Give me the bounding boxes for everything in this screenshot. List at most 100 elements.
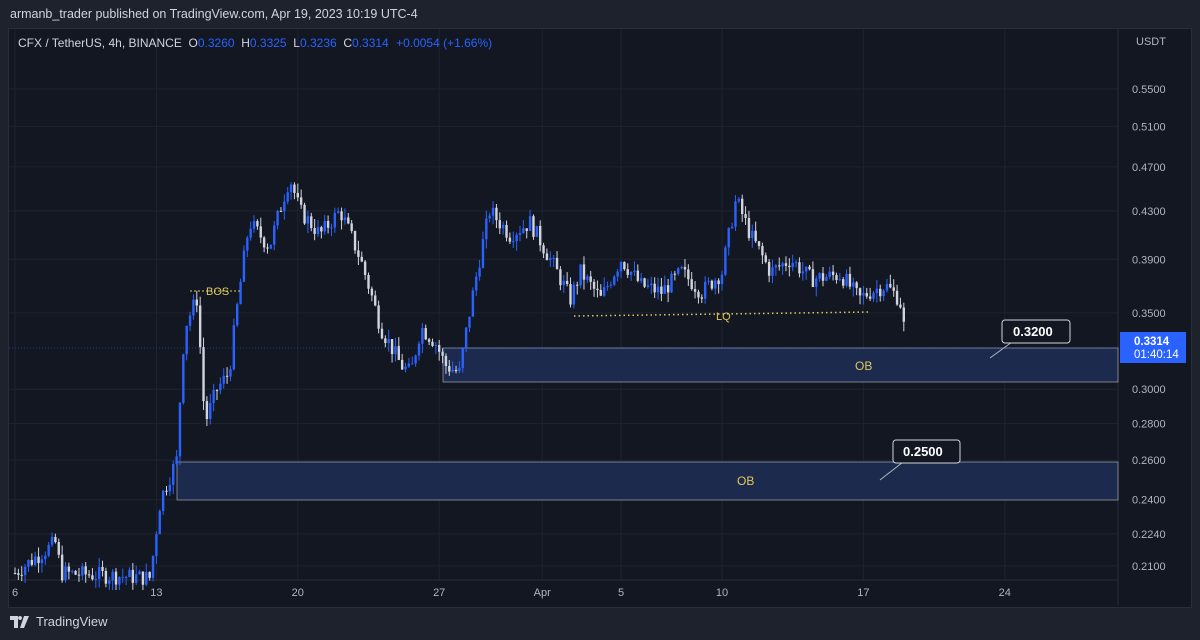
candle-body bbox=[367, 274, 370, 289]
candle-body bbox=[77, 574, 81, 576]
candle-body bbox=[720, 274, 724, 285]
candle-body bbox=[438, 345, 441, 352]
candle-body bbox=[414, 355, 417, 364]
candle-body bbox=[283, 201, 286, 212]
candle-body bbox=[421, 328, 424, 344]
candle-body bbox=[360, 256, 363, 262]
candle-body bbox=[461, 348, 464, 369]
candle-body bbox=[811, 269, 815, 287]
candle-body bbox=[30, 560, 34, 565]
candle-body bbox=[124, 577, 128, 579]
candle-body bbox=[13, 573, 17, 575]
candle-body bbox=[353, 231, 357, 251]
candle-body bbox=[831, 271, 835, 276]
candle-body bbox=[320, 227, 323, 232]
candle-body bbox=[508, 237, 512, 242]
candle-body bbox=[623, 262, 626, 270]
candle-body bbox=[596, 288, 599, 291]
candle-body bbox=[879, 288, 882, 297]
candle-body bbox=[629, 271, 633, 275]
candle-body bbox=[276, 210, 279, 226]
last-price: 0.3314 bbox=[1134, 336, 1170, 348]
candle-body bbox=[619, 262, 623, 272]
ob-upper-label: OB bbox=[855, 359, 872, 373]
candle-body bbox=[498, 220, 501, 229]
candle-body bbox=[316, 227, 320, 235]
candle-body bbox=[589, 276, 592, 282]
price-axis[interactable]: 0.5500 0.5100 0.4700 0.4300 0.3900 0.3500 0.30… bbox=[1132, 84, 1166, 573]
candle-body bbox=[182, 354, 185, 403]
callout-upper[interactable] bbox=[1001, 319, 1071, 344]
tradingview-brand[interactable]: TradingView bbox=[10, 614, 108, 629]
low-label: L bbox=[293, 36, 300, 50]
chart-frame[interactable] bbox=[8, 28, 1192, 608]
candle-body bbox=[404, 366, 407, 370]
candle-body bbox=[380, 328, 384, 339]
price-tick: 0.3500 bbox=[1132, 308, 1166, 320]
candle-body bbox=[23, 566, 27, 576]
callout-upper-text: 0.3200 bbox=[1013, 324, 1053, 339]
candle-body bbox=[767, 261, 771, 276]
candle-body bbox=[161, 490, 165, 511]
candle-body bbox=[303, 204, 306, 224]
candle-body bbox=[636, 270, 640, 281]
time-tick: 24 bbox=[999, 587, 1011, 599]
candle-body bbox=[202, 347, 205, 402]
candle-body bbox=[650, 283, 653, 286]
candle-body bbox=[545, 253, 549, 261]
candle-body bbox=[663, 285, 666, 294]
candle-body bbox=[670, 273, 673, 293]
high-value: 0.3325 bbox=[249, 36, 287, 50]
candle-body bbox=[340, 211, 343, 221]
candle-body bbox=[602, 287, 606, 296]
symbol-name[interactable]: CFX / TetherUS, 4h, BINANCE bbox=[18, 36, 182, 50]
candle-body bbox=[656, 286, 660, 293]
candle-body bbox=[552, 257, 555, 259]
candle-body bbox=[37, 556, 40, 564]
candle-body bbox=[273, 225, 276, 245]
candle-body bbox=[20, 574, 23, 576]
candle-body bbox=[431, 341, 434, 346]
candle-body bbox=[690, 279, 693, 290]
candle-body bbox=[87, 574, 91, 576]
candle-body bbox=[236, 304, 239, 326]
candle-body bbox=[485, 218, 488, 240]
candle-body bbox=[471, 290, 475, 317]
candle-body bbox=[845, 273, 848, 286]
candle-body bbox=[478, 267, 481, 277]
candle-body bbox=[899, 304, 902, 308]
candle-body bbox=[108, 580, 111, 584]
candle-body bbox=[138, 571, 141, 575]
candle-body bbox=[239, 281, 242, 305]
candle-body bbox=[764, 255, 767, 262]
candle-body bbox=[848, 273, 852, 287]
candle-body bbox=[44, 555, 47, 560]
candle-body bbox=[441, 351, 444, 356]
candle-body bbox=[640, 278, 643, 281]
callout-lower[interactable] bbox=[892, 439, 961, 464]
price-tick: 0.4700 bbox=[1132, 162, 1166, 174]
candle-body bbox=[454, 369, 458, 372]
candle-body bbox=[54, 536, 57, 543]
candle-body bbox=[451, 369, 454, 372]
candle-body bbox=[57, 542, 60, 555]
candle-body bbox=[279, 210, 283, 212]
time-axis[interactable]: 6 13 20 27 Apr 5 10 17 24 bbox=[12, 587, 1011, 599]
candle-body bbox=[673, 273, 677, 275]
candle-body bbox=[296, 192, 299, 198]
candle-body bbox=[475, 276, 478, 291]
candle-body bbox=[609, 284, 613, 286]
candle-body bbox=[155, 534, 158, 556]
candle-body bbox=[613, 276, 616, 285]
candle-body bbox=[384, 338, 387, 343]
candle-body bbox=[865, 293, 868, 297]
candle-body bbox=[444, 355, 448, 367]
order-block-lower[interactable] bbox=[176, 461, 1119, 501]
order-block-upper[interactable] bbox=[442, 347, 1119, 383]
candle-body bbox=[744, 214, 747, 219]
candle-body bbox=[703, 281, 707, 299]
candle-body bbox=[407, 363, 411, 367]
candle-body bbox=[198, 305, 202, 348]
candle-body bbox=[310, 216, 313, 229]
